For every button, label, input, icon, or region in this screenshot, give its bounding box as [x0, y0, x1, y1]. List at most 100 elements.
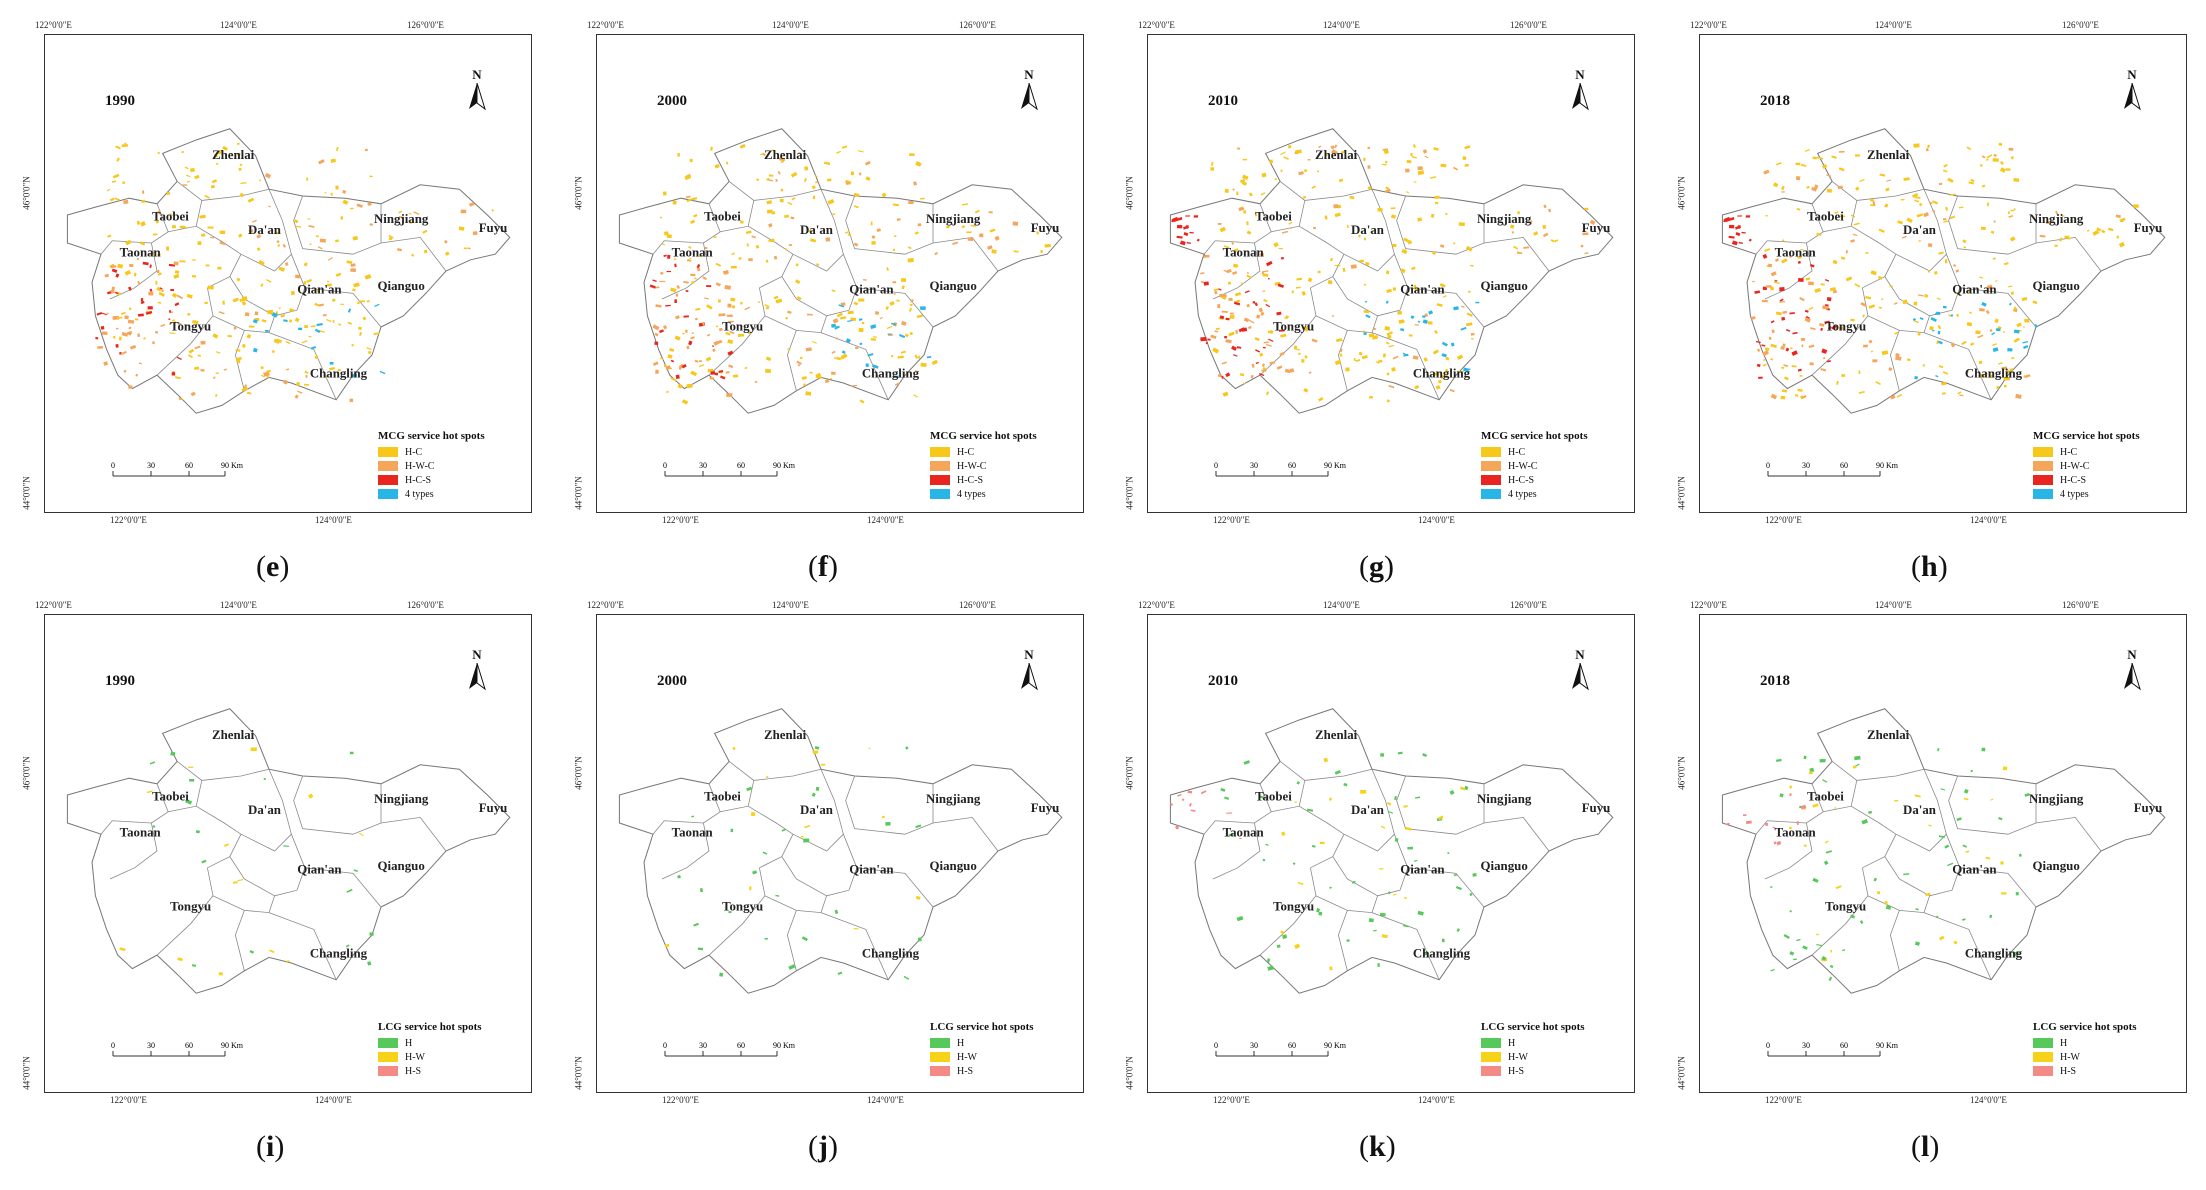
hotspot-patch [859, 399, 865, 404]
hotspot-patch [298, 327, 303, 331]
scale-bar-label: 0 [1214, 1041, 1218, 1050]
hotspot-patch [832, 318, 839, 324]
hotspot-patch [1252, 301, 1256, 304]
hotspot-patch [1915, 908, 1919, 911]
hotspot-patch [236, 142, 240, 145]
hotspot-patch [725, 161, 729, 165]
hotspot-patch [858, 298, 865, 302]
hotspot-patch [706, 304, 713, 310]
latitude-tick-left: 46°0'0"N [1676, 176, 1687, 210]
hotspot-patch [659, 280, 666, 283]
hotspot-patch [1210, 334, 1217, 339]
hotspot-patch [1812, 156, 1817, 160]
hotspot-patch [1929, 326, 1934, 331]
legend: MCG service hot spots H-C H-W-C H-C-S 4 type… [2033, 430, 2140, 501]
hotspot-patch [2005, 168, 2011, 171]
hotspot-patch [187, 313, 191, 316]
map-frame: Zhenlai Taobei Da'an Ningjiang Fuyu Taonan Qia… [596, 614, 1084, 1093]
hotspot-patch [1825, 850, 1833, 854]
hotspot-patch [746, 786, 753, 792]
hotspot-patch [283, 319, 288, 322]
county-label: Tongyu [170, 319, 211, 333]
hotspot-patch [2034, 323, 2038, 329]
hotspot-patch [1550, 239, 1555, 243]
hotspot-patch [129, 307, 132, 311]
hotspot-patch [1930, 317, 1937, 322]
county-label: Changling [310, 366, 368, 380]
hotspot-patch [1779, 298, 1784, 302]
hotspot-patch [1826, 296, 1832, 302]
hotspot-patch [916, 314, 923, 319]
hotspot-patch [1240, 282, 1244, 285]
hotspot-patch [123, 199, 129, 205]
county-label: Tongyu [1273, 319, 1314, 333]
hotspot-patch [1985, 310, 1990, 315]
hotspot-patch [1789, 312, 1795, 315]
scale-bar-label: 30 [1250, 461, 1258, 470]
hotspot-patch [121, 331, 129, 337]
hotspot-patch [1232, 188, 1235, 191]
hotspot-patch [1870, 270, 1877, 276]
hotspot-patch [207, 285, 214, 290]
hotspot-patch [1262, 290, 1266, 292]
hotspot-patch [369, 223, 373, 226]
county-border [1259, 315, 1317, 376]
hotspot-patch [1289, 368, 1295, 373]
hotspot-patch [1945, 206, 1949, 211]
county-border [1823, 761, 1858, 813]
county-label: Changling [862, 946, 920, 960]
hotspot-patch [2054, 244, 2058, 247]
longitude-tick-bottom: 124°0'0"E [315, 515, 352, 525]
legend-item-label: H-C [405, 446, 423, 458]
study-area-outline [66, 708, 511, 994]
county-label: Qianguo [378, 279, 425, 293]
hotspot-patch [1311, 338, 1318, 343]
hotspot-patch [1799, 296, 1805, 302]
hotspot-patch [2092, 229, 2100, 236]
hotspot-patch [2009, 302, 2012, 306]
hotspot-patch [684, 174, 692, 181]
hotspot-patch [1947, 862, 1954, 867]
hotspot-patch [246, 391, 252, 395]
hotspot-patch [1373, 327, 1376, 331]
hotspot-patch [915, 370, 919, 373]
hotspot-patch [1731, 240, 1738, 246]
hotspot-patch [872, 364, 879, 369]
hotspot-patch [1789, 785, 1793, 789]
hotspot-patch [1377, 208, 1383, 212]
hotspot-patch [1200, 790, 1207, 795]
scale-bar-label: 60 [185, 461, 193, 470]
hotspot-patch [1428, 310, 1434, 315]
hotspot-patch [275, 231, 280, 235]
longitude-tick-bottom: 122°0'0"E [110, 1095, 147, 1105]
hotspot-patch [329, 361, 334, 365]
hotspot-patch [1439, 374, 1445, 380]
hotspot-patch [1391, 367, 1396, 372]
hotspot-patch [1361, 355, 1368, 360]
hotspot-patch [1226, 812, 1233, 814]
hotspot-patch [1774, 258, 1780, 262]
hotspot-patch [989, 228, 996, 233]
hotspot-patch [1453, 166, 1459, 171]
county-border [1948, 195, 2102, 272]
hotspot-patch [892, 248, 896, 251]
hotspot-patch [1280, 930, 1285, 935]
hotspot-patch [1221, 310, 1228, 313]
hotspot-patch [443, 239, 448, 244]
hotspot-patch [693, 922, 699, 927]
hotspot-patch [166, 191, 171, 196]
hotspot-patch [460, 209, 467, 214]
hotspot-patch [1233, 301, 1241, 306]
hotspot-patch [1953, 940, 1958, 945]
hotspot-patch [2107, 227, 2114, 232]
hotspot-patch [701, 321, 705, 327]
hotspot-patch [201, 859, 207, 864]
hotspot-patch [1821, 163, 1828, 169]
hotspot-patch [314, 328, 321, 334]
hotspot-patch [192, 259, 196, 261]
hotspot-patch [317, 246, 323, 250]
hotspot-patch [327, 257, 333, 261]
hotspot-patch [1386, 288, 1392, 293]
hotspot-patch [1417, 217, 1423, 222]
longitude-tick-top: 124°0'0"E [1875, 20, 1912, 30]
